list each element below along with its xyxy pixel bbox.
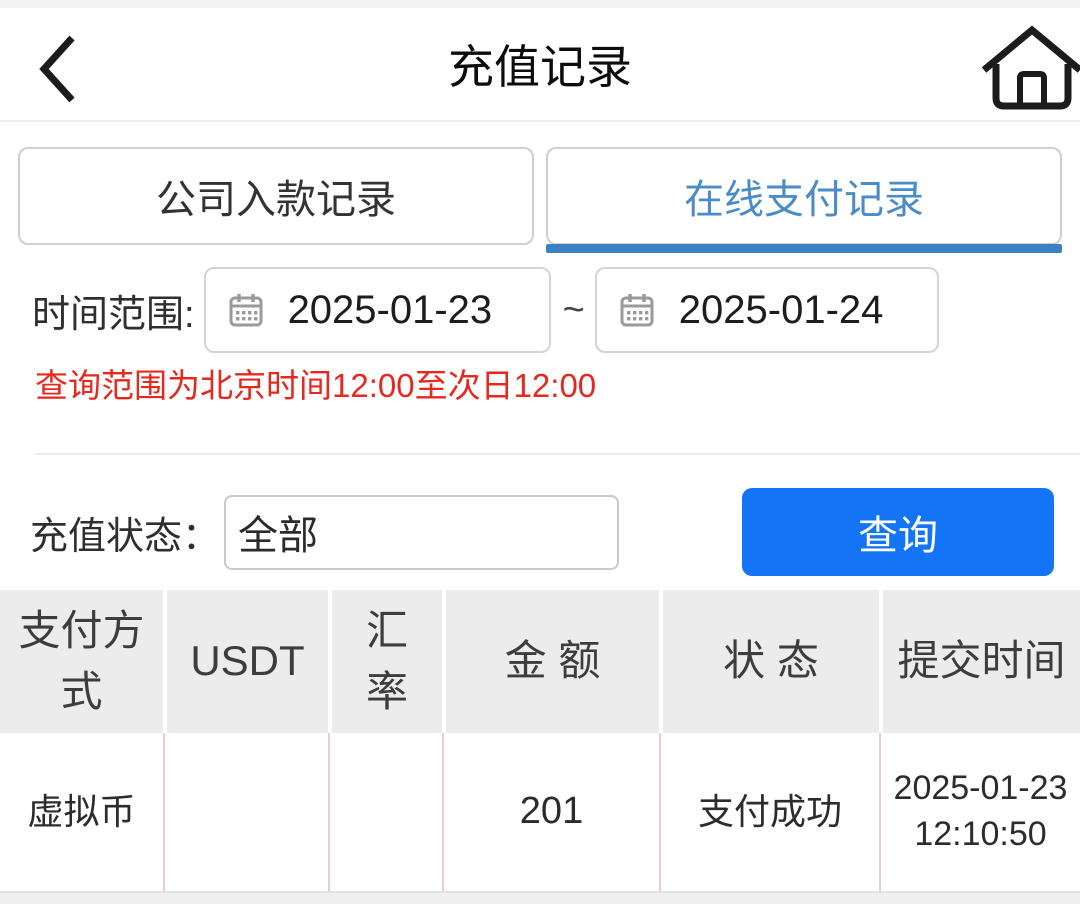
section-divider: [35, 453, 1080, 455]
column-header-usdt: USDT: [163, 590, 328, 733]
title-bar: 充值记录: [0, 8, 1080, 122]
column-header-rate: 汇 率: [328, 590, 442, 733]
home-button[interactable]: [982, 20, 1080, 116]
cell-rate: [328, 733, 442, 891]
time-range-label: 时间范围:: [32, 293, 195, 336]
tab-online-payment-records[interactable]: 在线支付记录: [546, 147, 1062, 253]
active-tab-underline: [546, 244, 1062, 253]
page-title: 充值记录: [448, 41, 632, 93]
table-row: 虚拟币 201 支付成功 2025-01-23 12:10:50: [0, 733, 1080, 893]
query-range-notice: 查询范围为北京时间12:00至次日12:00: [35, 367, 597, 404]
calendar-icon: [619, 292, 655, 328]
top-strip: [0, 0, 1080, 8]
tab-company-deposit-records[interactable]: 公司入款记录: [18, 147, 534, 245]
status-filter-row: 充值状态： 全部 查询: [0, 488, 1080, 576]
cell-submit-time: 2025-01-23 12:10:50: [879, 733, 1080, 891]
cell-amount: 201: [442, 733, 659, 891]
submit-clock: 12:10:50: [914, 815, 1047, 853]
time-range-row: 时间范围: 2025-01-23 ~: [0, 267, 1080, 353]
status-label: 充值状态：: [30, 515, 221, 558]
column-header-pay-method: 支付方式: [0, 590, 163, 733]
cell-usdt: [163, 733, 328, 891]
date-to-value: 2025-01-24: [678, 287, 884, 332]
submit-date: 2025-01-23: [893, 769, 1068, 808]
tab-label: 在线支付记录: [684, 178, 924, 222]
range-separator: ~: [562, 288, 585, 331]
status-select[interactable]: 全部: [224, 494, 620, 570]
bottom-strip: [0, 893, 1080, 904]
date-from-value: 2025-01-23: [287, 287, 493, 332]
column-header-submit-time: 提交时间: [879, 590, 1080, 733]
back-button[interactable]: [28, 32, 84, 106]
date-to-input[interactable]: 2025-01-24: [594, 267, 939, 353]
column-header-status: 状 态: [659, 590, 879, 733]
status-value: 全部: [238, 514, 319, 558]
date-from-input[interactable]: 2025-01-23: [203, 267, 551, 353]
table-header-row: 支付方式 USDT 汇 率 金 额 状 态 提交时间: [0, 590, 1080, 733]
calendar-icon: [228, 292, 264, 328]
cell-pay-method: 虚拟币: [0, 733, 163, 891]
records-table: 支付方式 USDT 汇 率 金 额 状 态 提交时间 虚拟币 201 支付成功 …: [0, 590, 1080, 893]
query-button[interactable]: 查询: [742, 488, 1054, 576]
chevron-left-icon: [32, 32, 80, 106]
cell-status: 支付成功: [659, 733, 879, 891]
home-icon: [982, 22, 1080, 114]
record-type-tabs: 公司入款记录 在线支付记录: [0, 147, 1080, 253]
tab-label: 公司入款记录: [156, 178, 396, 222]
column-header-amount: 金 额: [442, 590, 659, 733]
